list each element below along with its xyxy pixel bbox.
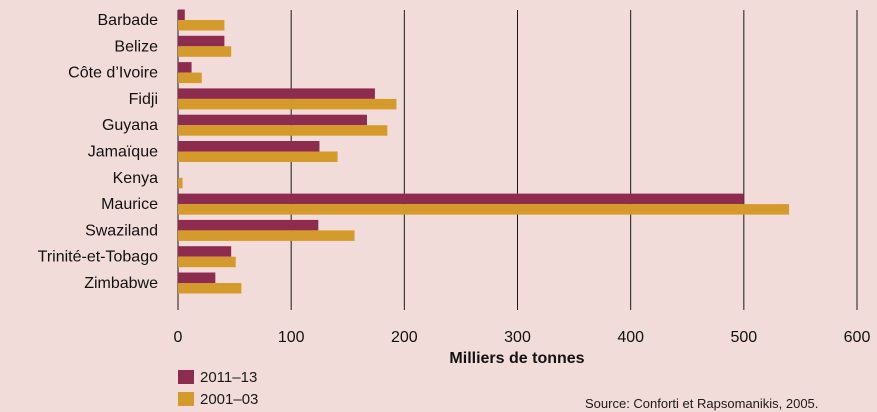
bar	[178, 141, 319, 152]
x-tick-label: 100	[278, 329, 305, 346]
legend-swatch	[178, 370, 194, 384]
bar	[178, 230, 355, 241]
category-label: Maurice	[101, 196, 158, 213]
bar	[178, 125, 387, 136]
bar	[178, 273, 215, 284]
category-label: Trinité-et-Tobago	[38, 249, 158, 266]
bar	[178, 73, 202, 84]
category-label: Zimbabwe	[84, 275, 158, 292]
bar	[178, 115, 367, 126]
category-labels: Barbade Belize Côte d’Ivoire Fidji Guyana Jam…	[38, 12, 158, 292]
category-label: Kenya	[113, 170, 158, 187]
category-label: Swaziland	[85, 222, 158, 239]
bar	[178, 62, 192, 73]
x-tick-label: 600	[844, 329, 871, 346]
bar	[178, 36, 224, 47]
legend-item-2011-13: 2011–13	[178, 366, 258, 388]
x-tick-label: 300	[504, 329, 531, 346]
bar	[178, 10, 185, 21]
x-tick-label: 400	[617, 329, 644, 346]
bar	[178, 46, 231, 57]
legend: 2011–13 2001–03	[178, 366, 258, 410]
category-label: Belize	[114, 38, 158, 55]
x-tick-label: 500	[730, 329, 757, 346]
category-label: Barbade	[98, 12, 159, 29]
bar	[178, 246, 231, 257]
bar	[178, 20, 224, 31]
bar	[178, 283, 241, 294]
x-tick-label: 0	[174, 329, 183, 346]
bar	[178, 178, 183, 189]
legend-label: 2001–03	[200, 391, 258, 408]
legend-label: 2011–13	[200, 369, 257, 386]
category-label: Guyana	[102, 117, 158, 134]
legend-swatch	[178, 392, 194, 406]
bar	[178, 88, 375, 99]
bar	[178, 220, 318, 231]
x-tick-labels: 0 100 200 300 400 500 600	[174, 329, 871, 346]
bar	[178, 204, 789, 215]
x-tick-label: 200	[391, 329, 418, 346]
x-axis-label: Milliers de tonnes	[449, 350, 584, 367]
source-note: Source: Conforti et Rapsomanikis, 2005.	[585, 396, 818, 411]
category-label: Côte d’Ivoire	[68, 65, 158, 82]
bars	[178, 10, 789, 294]
bar	[178, 194, 744, 205]
legend-item-2001-03: 2001–03	[178, 388, 258, 410]
category-label: Fidji	[129, 91, 158, 108]
bar	[178, 257, 236, 268]
bar	[178, 99, 396, 110]
bar	[178, 152, 338, 163]
category-label: Jamaïque	[88, 144, 158, 161]
